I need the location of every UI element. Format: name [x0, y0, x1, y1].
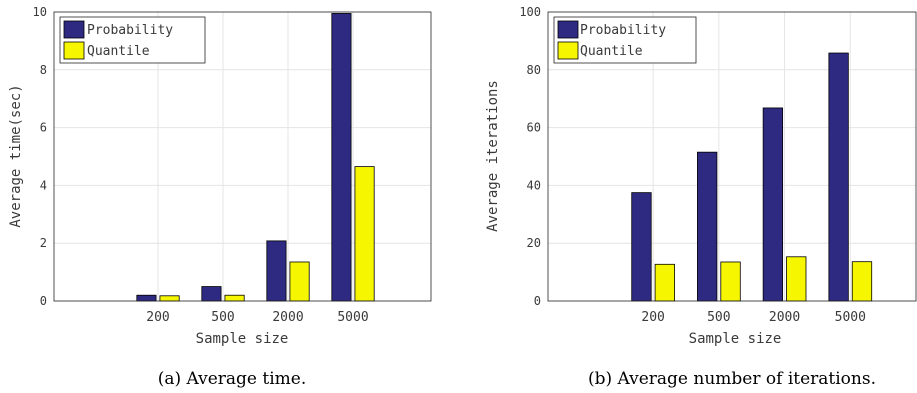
bar-quantile-5000: [354, 166, 375, 302]
y-tick-labels: 0 20 40 60 80 100: [519, 5, 541, 308]
plot-frame: [547, 11, 917, 302]
legend-label-probability: Probability: [87, 23, 173, 38]
legend-swatch-quantile: [557, 41, 579, 60]
bar-probability-200: [136, 294, 157, 302]
y-tick-label: 2: [40, 236, 47, 250]
legend-label-quantile: Quantile: [580, 44, 643, 59]
x-tick-labels: 200 500 2000 5000: [146, 310, 368, 325]
bar-probability-200: [631, 192, 652, 302]
bar-quantile-500: [720, 261, 741, 302]
x-tick-label: 5000: [337, 310, 368, 325]
y-tick-label: 8: [40, 63, 47, 77]
bar-quantile-200: [654, 263, 675, 302]
x-tick-label: 200: [146, 310, 169, 325]
legend-label-probability: Probability: [580, 23, 666, 38]
x-axis-label: Sample size: [196, 331, 289, 347]
bars: [631, 52, 873, 302]
legend-swatch-probability: [557, 20, 579, 39]
y-tick-label: 6: [40, 121, 47, 135]
y-tick-label: 20: [527, 236, 541, 250]
bar-probability-5000: [331, 13, 352, 302]
x-tick-label: 200: [641, 310, 664, 325]
y-tick-label: 60: [527, 121, 541, 135]
legend-swatch-quantile: [63, 41, 85, 60]
bar-probability-500: [201, 286, 222, 302]
bar-quantile-5000: [851, 261, 873, 302]
bar-quantile-200: [159, 295, 180, 302]
bars: [136, 13, 375, 302]
y-tick-label: 10: [33, 5, 47, 19]
y-axis-label: Average iterations: [485, 80, 501, 232]
bar-probability-2000: [266, 240, 287, 302]
bar-probability-5000: [828, 52, 849, 302]
y-tick-label: 0: [534, 294, 541, 308]
y-tick-label: 4: [40, 178, 47, 192]
x-axis-label: Sample size: [689, 331, 782, 347]
legend-swatch-probability: [63, 20, 85, 39]
x-tick-label: 500: [211, 310, 234, 325]
x-tick-labels: 200 500 2000 5000: [641, 310, 866, 325]
bar-quantile-2000: [289, 261, 310, 302]
y-tick-label: 0: [40, 294, 47, 308]
x-tick-label: 2000: [769, 310, 800, 325]
chart-average-time: 0 2 4 6 8 10 200 500 2000 5000 Sample size Avera…: [8, 5, 432, 389]
y-tick-label: 80: [527, 63, 541, 77]
legend-label-quantile: Quantile: [87, 44, 150, 59]
caption: (a) Average time.: [158, 369, 307, 389]
legend: Probability Quantile: [553, 16, 697, 64]
y-tick-label: 40: [527, 178, 541, 192]
bar-probability-2000: [762, 107, 784, 302]
legend: Probability Quantile: [59, 16, 206, 64]
x-tick-label: 2000: [272, 310, 303, 325]
x-tick-label: 5000: [835, 310, 866, 325]
bar-quantile-500: [224, 294, 245, 302]
plot-frame: [53, 11, 432, 302]
y-tick-label: 100: [519, 5, 541, 19]
bar-probability-500: [697, 151, 718, 302]
caption: (b) Average number of iterations.: [588, 369, 876, 389]
y-tick-labels: 0 2 4 6 8 10: [33, 5, 47, 308]
bar-quantile-2000: [786, 256, 807, 302]
y-axis-label: Average time(sec): [8, 84, 24, 227]
x-tick-label: 500: [707, 310, 730, 325]
